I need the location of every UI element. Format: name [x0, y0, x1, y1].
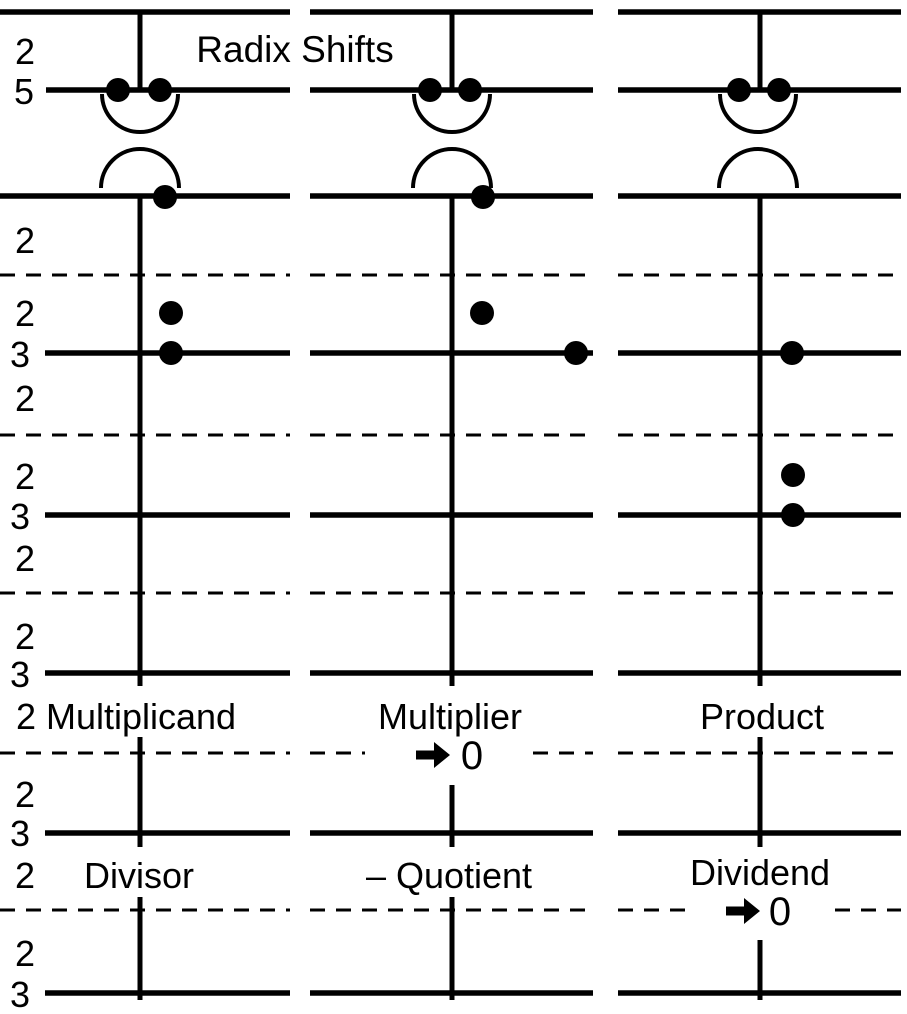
radix-label: 2: [15, 293, 35, 334]
figure-title: Radix Shifts: [196, 29, 394, 70]
register-label-product: Product: [700, 696, 824, 737]
radix-shift-arc: [100, 93, 180, 134]
radix-shift-arc: [99, 147, 181, 189]
bead-dot: [159, 301, 183, 325]
zero-label: 0: [461, 734, 483, 778]
radix-label: 2: [15, 616, 35, 657]
bead-dot: [727, 78, 751, 102]
radix-label: 2: [15, 855, 35, 896]
radix-label: 2: [15, 456, 35, 497]
bead-dot: [153, 185, 177, 209]
radix-label: 2: [15, 933, 35, 974]
bead-dot: [106, 78, 130, 102]
bead-dot: [564, 341, 588, 365]
radix-label: 3: [10, 496, 30, 537]
register-label-multiplicand: Multiplicand: [46, 696, 236, 737]
bead-dot: [781, 503, 805, 527]
bead-dot: [159, 341, 183, 365]
zero-label: 0: [769, 890, 791, 934]
register-label-dividend: Dividend: [690, 852, 830, 893]
radix-shift-arc: [717, 147, 799, 189]
register-label-divisor: Divisor: [84, 855, 194, 896]
bead-dot: [418, 78, 442, 102]
bead-dot: [470, 301, 494, 325]
radix-label: 2: [16, 696, 36, 737]
radix-label: 3: [10, 334, 30, 375]
radix-shift-arc: [412, 93, 492, 134]
radix-label: 3: [10, 654, 30, 695]
radix-label: 5: [14, 71, 34, 112]
radix-label: 2: [15, 31, 35, 72]
bead-dot: [781, 463, 805, 487]
arrow-right-icon: [416, 742, 450, 768]
radix-label: 2: [15, 220, 35, 261]
bead-dot: [458, 78, 482, 102]
register-label-multiplier: Multiplier: [378, 696, 522, 737]
bead-dot: [471, 185, 495, 209]
radix-label: 3: [10, 974, 30, 1014]
radix-label: 2: [15, 378, 35, 419]
register-label-quotient: – Quotient: [366, 855, 532, 896]
radix-label: 2: [15, 774, 35, 815]
radix-shift-arc: [718, 93, 798, 134]
bead-dot: [148, 78, 172, 102]
radix-label: 3: [10, 813, 30, 854]
bead-dot: [767, 78, 791, 102]
arrow-right-icon: [726, 898, 760, 924]
radix-label: 2: [15, 538, 35, 579]
bead-dot: [780, 341, 804, 365]
radix-shift-arc: [411, 147, 493, 189]
